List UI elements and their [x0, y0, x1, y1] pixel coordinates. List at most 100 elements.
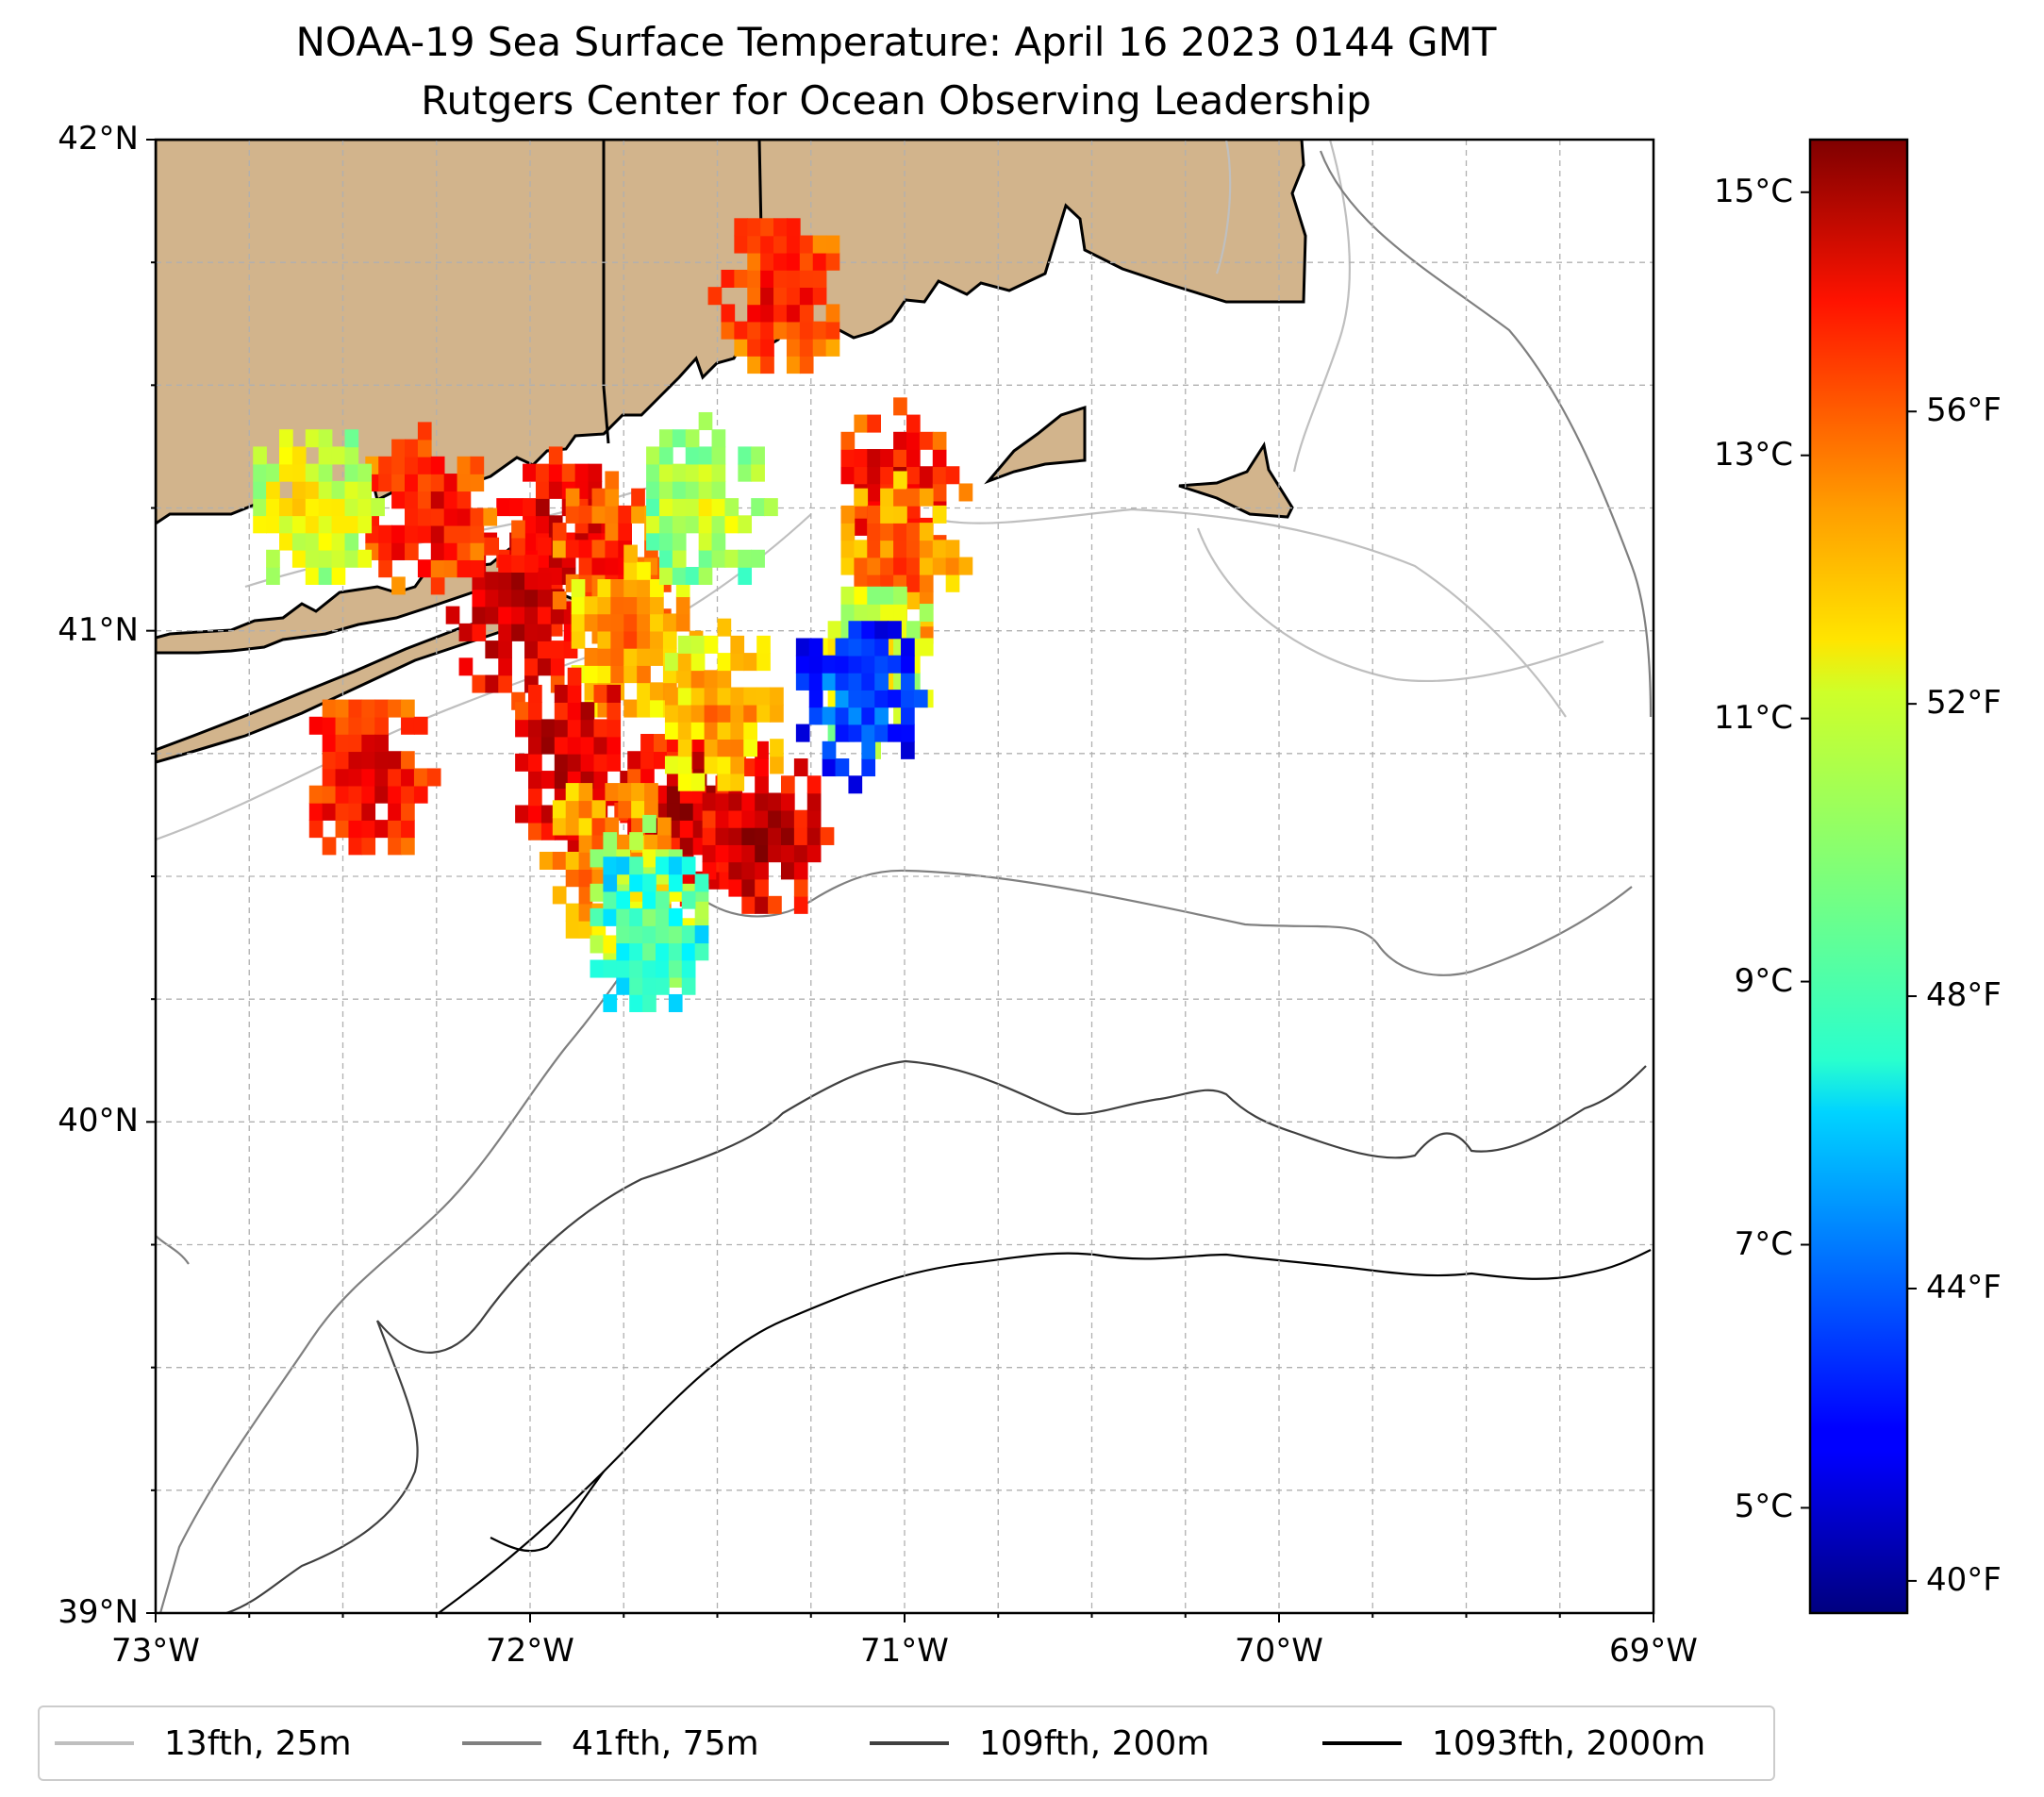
sst-pixel [672, 429, 687, 448]
sst-pixel [597, 578, 612, 598]
sst-pixel [618, 783, 632, 802]
sst-pixel [318, 429, 333, 448]
sst-pixel [880, 523, 894, 541]
sst-pixel [888, 621, 902, 640]
sst-pixel [605, 488, 620, 507]
sst-pixel [666, 802, 681, 821]
sst-pixel [677, 704, 692, 723]
sst-pixel [322, 802, 337, 821]
contour-200m [225, 1059, 1647, 1613]
sst-pixel [756, 653, 771, 672]
sst-pixel [457, 456, 472, 474]
sst-pixel [888, 690, 902, 708]
sst-pixel [880, 466, 894, 485]
sst-pixel [318, 480, 333, 499]
sst-pixel [702, 826, 717, 845]
sst-pixel [528, 822, 542, 840]
sst-pixel [498, 623, 512, 641]
sst-pixel [322, 751, 337, 770]
sst-pixel [344, 498, 359, 517]
sst-pixel [605, 523, 620, 541]
colorbar-label-celsius: 13°C [1713, 435, 1793, 474]
sst-pixel [747, 321, 761, 340]
sst-pixel [658, 498, 673, 517]
sst-pixel [888, 655, 902, 674]
sst-pixel [808, 638, 823, 657]
sst-pixel [704, 721, 719, 740]
sst-pixel [405, 524, 419, 543]
sst-pixel [646, 480, 660, 499]
sst-pixel [642, 942, 656, 961]
sst-pixel [565, 851, 580, 870]
sst-pixel [391, 541, 406, 560]
sst-pixel [629, 959, 643, 978]
sst-pixel [893, 431, 907, 450]
sst-pixel [305, 463, 320, 482]
sst-pixel [470, 524, 485, 543]
sst-pixel [715, 792, 730, 811]
sst-pixel [932, 505, 947, 524]
sst-patch [664, 618, 784, 791]
sst-pixel [642, 890, 656, 909]
sst-pixel [835, 655, 850, 674]
sst-pixel [668, 857, 683, 875]
sst-pixel [901, 724, 915, 742]
legend-label-2000m: 1093fth, 2000m [1432, 1723, 1706, 1763]
sst-pixel [679, 837, 694, 856]
sst-pixel [498, 554, 512, 573]
sst-pixel [291, 515, 307, 534]
sst-pixel [335, 716, 350, 735]
sst-pixel [528, 736, 542, 755]
sst-pixel [554, 684, 569, 703]
sst-pixel [443, 524, 458, 543]
sst-pixel [780, 775, 795, 794]
sst-pixel [786, 338, 801, 357]
sst-pixel [848, 724, 863, 742]
sst-pixel [672, 498, 687, 517]
sst-pixel [650, 630, 664, 649]
sst-pixel [825, 252, 840, 271]
sst-pixel [405, 439, 419, 458]
sst-pixel [675, 596, 690, 615]
sst-pixel [593, 753, 608, 772]
sst-pixel [623, 544, 638, 563]
sst-pixel [610, 596, 625, 615]
sst-pixel [511, 606, 525, 624]
sst-pixel [305, 532, 320, 551]
sst-pixel [485, 641, 500, 659]
sst-pixel [470, 474, 485, 492]
sst-pixel [867, 414, 881, 433]
sst-pixel [675, 613, 690, 632]
sst-pixel [597, 665, 612, 684]
sst-pixel [861, 621, 876, 640]
sst-pixel [780, 792, 795, 811]
sst-pixel [861, 672, 876, 691]
sst-pixel [861, 707, 876, 725]
sst-pixel [631, 783, 645, 802]
colorbar-label-celsius: 5°C [1734, 1488, 1793, 1526]
axis-ticks [146, 139, 1654, 1622]
sst-pixel [958, 557, 973, 575]
sst-pixel [552, 523, 567, 541]
sst-pixel [565, 869, 580, 888]
sst-patch [253, 429, 385, 586]
sst-pixel [591, 800, 607, 819]
sst-pixel [799, 321, 814, 340]
sst-pixel [741, 844, 756, 863]
sst-pixel [590, 935, 605, 954]
sst-pixel [664, 653, 679, 672]
sst-pixel [690, 773, 706, 791]
sst-pixel [840, 505, 856, 524]
sst-pixel [584, 613, 599, 632]
sst-pixel [685, 429, 700, 448]
sst-pixel [738, 446, 753, 465]
sst-pixel [511, 520, 525, 539]
sst-pixel [654, 734, 668, 753]
sst-pixel [655, 959, 670, 978]
sst-pixel [457, 524, 472, 543]
sst-pixel [893, 604, 907, 623]
sst-pixel [443, 507, 458, 526]
sst-pixel [755, 844, 769, 863]
sst-pixel [498, 589, 512, 607]
sst-pixel [470, 559, 485, 578]
